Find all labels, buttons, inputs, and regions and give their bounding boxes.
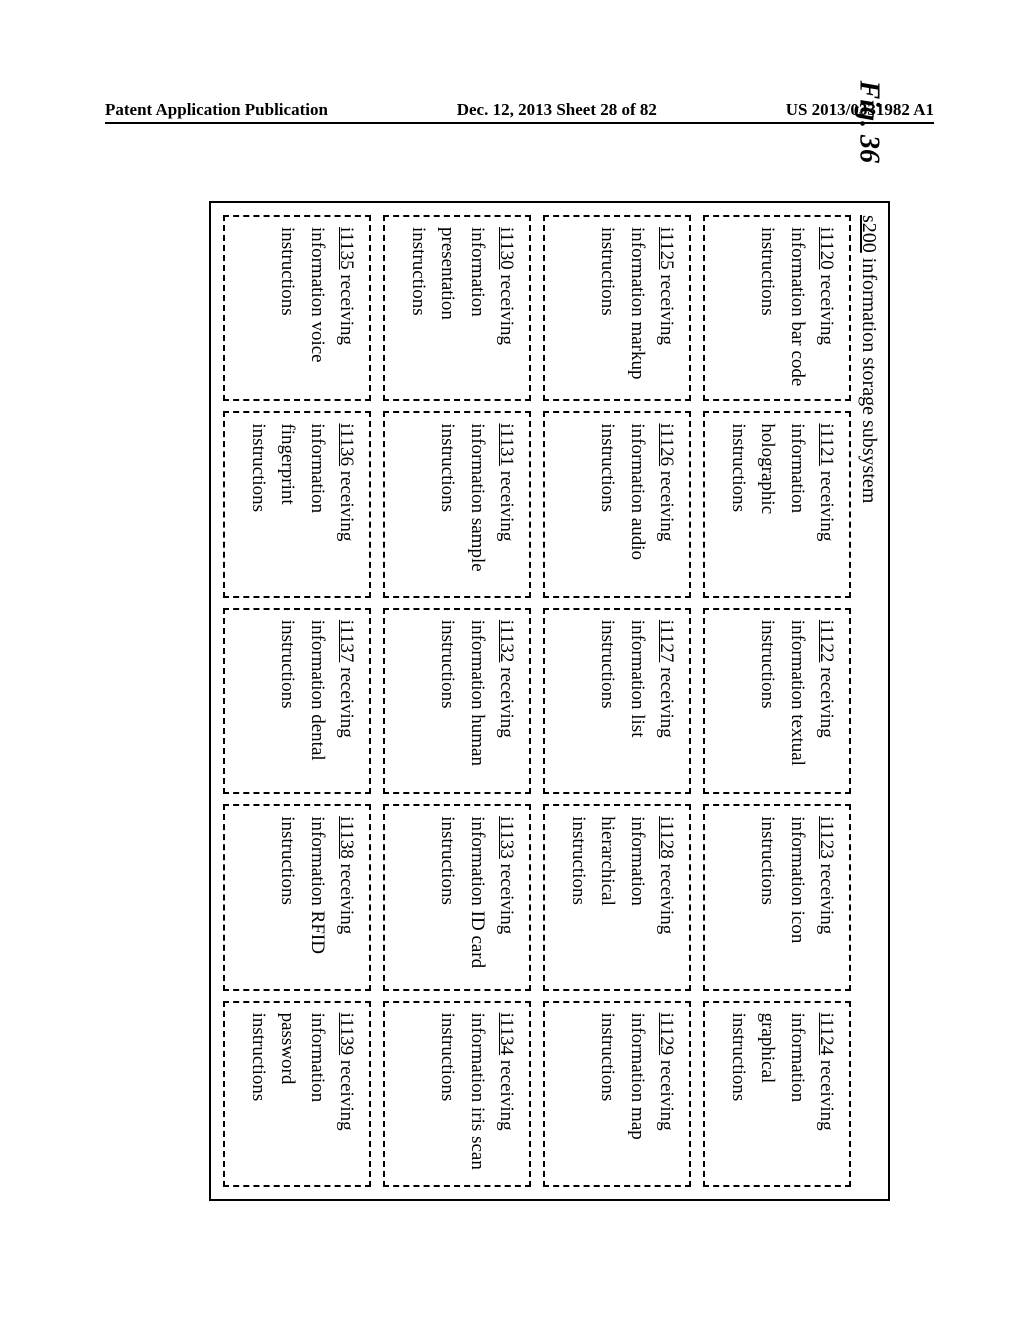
box-ref: i1131 xyxy=(496,423,517,466)
instruction-box: i1133 receiving information ID card inst… xyxy=(383,804,531,990)
box-ref: i1123 xyxy=(816,816,837,859)
subsystem-box: s200 information storage subsystem i1120… xyxy=(209,201,890,1201)
instruction-box: i1121 receiving information holographic … xyxy=(703,411,851,597)
box-ref: i1135 xyxy=(336,227,357,270)
subsystem-ref: s200 xyxy=(858,215,880,253)
instruction-box: i1126 receiving information audio instru… xyxy=(543,411,691,597)
instruction-box: i1137 receiving information dental instr… xyxy=(223,608,371,794)
instruction-box: i1130 receiving information presentation… xyxy=(383,215,531,401)
box-ref: i1126 xyxy=(656,423,677,466)
instruction-box: i1123 receiving information icon instruc… xyxy=(703,804,851,990)
box-ref: i1122 xyxy=(816,620,837,663)
instruction-box: i1127 receiving information list instruc… xyxy=(543,608,691,794)
instruction-box: i1120 receiving information bar code ins… xyxy=(703,215,851,401)
subsystem-title: s200 information storage subsystem xyxy=(857,215,880,1187)
box-ref: i1121 xyxy=(816,423,837,466)
instruction-box: i1134 receiving information iris scan in… xyxy=(383,1001,531,1187)
box-ref: i1132 xyxy=(496,620,517,663)
instruction-box: i1122 receiving information textual inst… xyxy=(703,608,851,794)
figure-label: Fig. 36 xyxy=(852,81,884,163)
box-ref: i1127 xyxy=(656,620,677,663)
instruction-box: i1135 receiving information voice instru… xyxy=(223,215,371,401)
figure-area: Fig. 36 s200 information storage subsyst… xyxy=(120,165,890,1205)
box-grid: i1120 receiving information bar code ins… xyxy=(223,215,851,1187)
instruction-box: i1129 receiving information map instruct… xyxy=(543,1001,691,1187)
header-left: Patent Application Publication xyxy=(105,100,328,120)
instruction-box: i1136 receiving information fingerprint … xyxy=(223,411,371,597)
page-header: Patent Application Publication Dec. 12, … xyxy=(105,100,934,124)
figure-rotated-content: s200 information storage subsystem i1120… xyxy=(120,201,890,1201)
box-ref: i1136 xyxy=(336,423,357,466)
instruction-box: i1124 receiving information graphical in… xyxy=(703,1001,851,1187)
instruction-box: i1131 receiving information sample instr… xyxy=(383,411,531,597)
box-ref: i1128 xyxy=(656,816,677,859)
box-ref: i1139 xyxy=(336,1013,357,1056)
instruction-box: i1139 receiving information password ins… xyxy=(223,1001,371,1187)
box-ref: i1120 xyxy=(816,227,837,270)
box-ref: i1130 xyxy=(496,227,517,270)
box-ref: i1134 xyxy=(496,1013,517,1056)
subsystem-text: information storage subsystem xyxy=(858,253,880,504)
box-ref: i1138 xyxy=(336,816,357,859)
box-ref: i1125 xyxy=(656,227,677,270)
box-ref: i1133 xyxy=(496,816,517,859)
instruction-box: i1128 receiving information hierarchical… xyxy=(543,804,691,990)
box-ref: i1124 xyxy=(816,1013,837,1056)
instruction-box: i1132 receiving information human instru… xyxy=(383,608,531,794)
instruction-box: i1138 receiving information RFID instruc… xyxy=(223,804,371,990)
header-center: Dec. 12, 2013 Sheet 28 of 82 xyxy=(457,100,657,120)
box-ref: i1129 xyxy=(656,1013,677,1056)
instruction-box: i1125 receiving information markup instr… xyxy=(543,215,691,401)
box-ref: i1137 xyxy=(336,620,357,663)
